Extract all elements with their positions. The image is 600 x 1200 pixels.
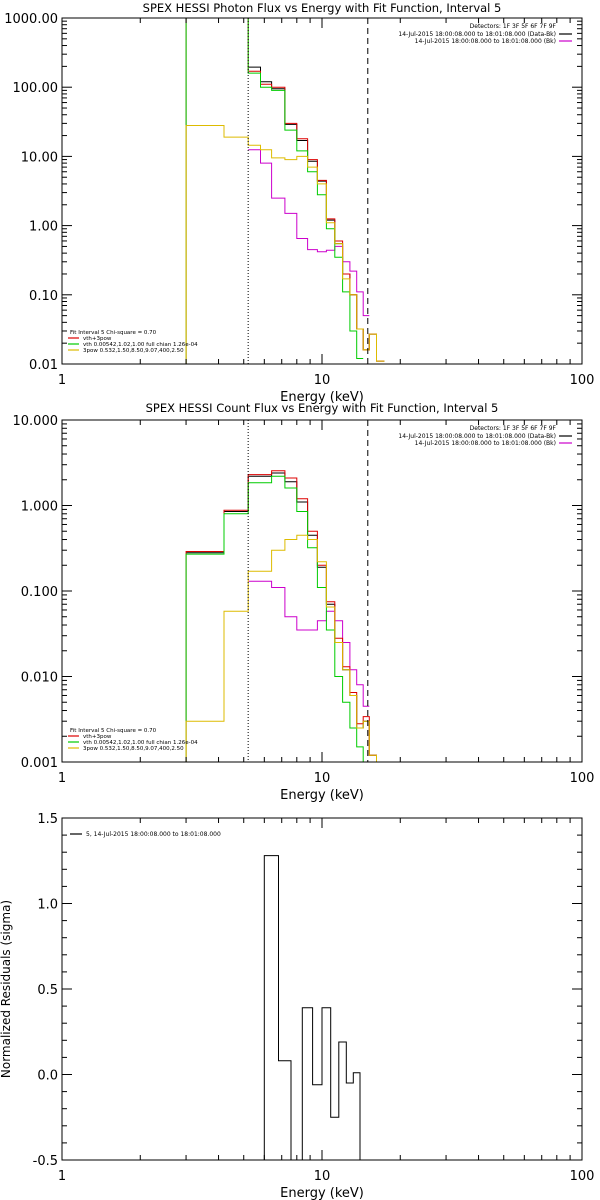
series-line-5 [185, 125, 385, 364]
y-tick-label: 0.100 [21, 585, 58, 600]
y-tick-label: 0.5 [37, 983, 58, 998]
y-tick-label: 0.0 [37, 1069, 58, 1084]
x-tick-label: 100 [570, 771, 595, 786]
series-line-1 [186, 472, 385, 762]
legend-label: 14-Jul-2015 18:00:08.000 to 18:01:08.000… [415, 440, 556, 447]
y-tick-label: 0.010 [21, 671, 58, 686]
x-tick-label: 1 [58, 771, 66, 786]
series-line-1 [248, 66, 385, 362]
legend-label: vth 0.00542,1.02,1.00 full chian 1.26e-0… [83, 342, 198, 348]
x-tick-label: 10 [314, 771, 331, 786]
legend-label: vth 0.00542,1.02,1.00 full chian 1.26e-0… [83, 740, 198, 746]
legend-title: Detectors: 1F 3F 5F 6F 7F 9F [470, 23, 557, 30]
chart-title: SPEX HESSI Count Flux vs Energy with Fit… [146, 401, 499, 415]
chart-panel-1: SPEX HESSI Photon Flux vs Energy with Fi… [4, 1, 595, 405]
plot-frame [61, 817, 583, 1161]
legend-label: 14-Jul-2015 18:00:08.000 to 18:01:08.000… [398, 31, 556, 38]
chart-title: SPEX HESSI Photon Flux vs Energy with Fi… [143, 1, 502, 15]
x-axis-label: Energy (keV) [280, 1186, 364, 1200]
series-line-4 [185, 475, 364, 762]
y-tick-label: 1000.00 [4, 12, 58, 27]
series-line-4 [185, 18, 364, 364]
legend-label: vth+3pow [83, 336, 112, 342]
legend-label: 14-Jul-2015 18:00:08.000 to 18:01:08.000… [415, 38, 556, 45]
y-tick-label: 0.01 [29, 358, 58, 373]
legend-label: 3pow 0.532,1.50,8.50,9.07,400,2.50 [83, 348, 184, 354]
legend-label: vth+3pow [83, 734, 112, 740]
y-tick-label: 10.00 [21, 150, 58, 165]
x-tick-label: 1 [58, 373, 66, 388]
x-tick-label: 100 [570, 1169, 595, 1184]
legend-label: 5, 14-Jul-2015 18:00:08.000 to 18:01:08.… [86, 831, 221, 838]
x-tick-label: 100 [570, 373, 595, 388]
plot-frame [61, 419, 583, 763]
series-line-3 [185, 18, 385, 364]
series-line-2 [248, 149, 370, 317]
y-tick-label: 0.001 [21, 756, 58, 771]
y-tick-label: 1.00 [29, 220, 58, 235]
legend-label: 14-Jul-2015 18:00:08.000 to 18:01:08.000… [398, 433, 556, 440]
y-tick-label: -0.5 [33, 1154, 58, 1169]
series-group [185, 18, 385, 364]
series-line-2 [248, 580, 370, 707]
plot-frame [61, 17, 583, 365]
chart-panel-3: 1 10 100 Energy (keV) 1.5 1.0 0.5 0.0 -0.5 Normal… [0, 812, 594, 1200]
legend-title: Detectors: 1F 3F 5F 6F 7F 9F [470, 425, 557, 432]
y-tick-label: 10.000 [13, 414, 59, 429]
y-tick-label: 100.00 [13, 81, 59, 96]
x-tick-label: 1 [58, 1169, 66, 1184]
x-tick-label: 10 [314, 1169, 331, 1184]
legend-title: Fit Interval 5 Chi-square = 0.70 [70, 330, 157, 336]
chart-panel-2: SPEX HESSI Count Flux vs Energy with Fit… [13, 401, 595, 803]
x-tick-label: 10 [314, 373, 331, 388]
y-tick-label: 1.5 [37, 812, 58, 827]
y-tick-label: 1.0 [37, 898, 58, 913]
x-axis-label: Energy (keV) [280, 788, 364, 803]
legend-title: Fit Interval 5 Chi-square = 0.70 [70, 728, 157, 734]
y-tick-label: 0.10 [29, 289, 58, 304]
series-group [248, 855, 368, 1160]
y-axis-label: Normalized Residuals (sigma) [0, 900, 13, 1078]
x-axis-label: Energy (keV) [280, 390, 364, 405]
y-tick-label: 1.000 [21, 500, 58, 515]
legend-label: 3pow 0.532,1.50,8.50,9.07,400,2.50 [83, 746, 184, 752]
series-line-1 [248, 855, 368, 1160]
